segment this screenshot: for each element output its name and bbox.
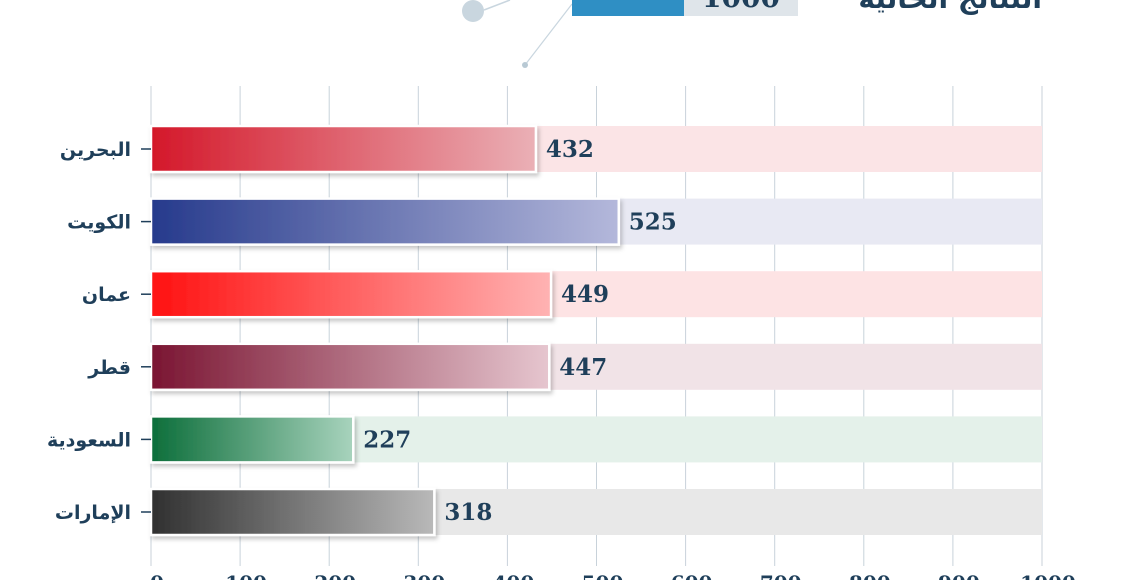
x-tick-label: 600 (671, 571, 713, 580)
decorative-dot-icon (462, 0, 484, 22)
value-label: 432 (546, 136, 594, 163)
bar (149, 487, 436, 537)
x-tick-label: 300 (403, 571, 445, 580)
x-tick-label: 900 (938, 571, 980, 580)
x-tick-label: 0 (150, 571, 164, 580)
bar (149, 124, 538, 174)
bar (149, 269, 553, 319)
header-title: النتائج الحالية (858, 0, 1042, 15)
x-tick-label: 500 (582, 571, 624, 580)
value-label: 449 (561, 281, 609, 308)
category-label: قطر (87, 357, 131, 379)
value-label: 318 (444, 499, 492, 526)
bar (149, 415, 355, 464)
labels: البحرين 432 الكويت 525 عمان 449 قطر 447 السعودية… (47, 136, 677, 526)
bar (149, 197, 621, 246)
category-label: عمان (82, 284, 131, 306)
header-decoration-lines (483, 0, 573, 66)
value-label: 227 (363, 426, 411, 453)
bar (149, 342, 551, 392)
x-tick-label: 400 (493, 571, 535, 580)
category-label: الكويت (67, 212, 131, 234)
header-badge-accent (572, 0, 684, 16)
category-label: البحرين (60, 139, 131, 161)
x-tick-label: 800 (849, 571, 891, 580)
x-tick-label: 200 (314, 571, 356, 580)
x-axis-ticks: 0 100 200 300 400 500 600 700 800 900 1000 (150, 571, 1076, 580)
bars (149, 124, 621, 537)
category-label: السعودية (47, 429, 131, 451)
decorative-dot-small-icon (522, 62, 528, 68)
x-tick-label: 700 (760, 571, 802, 580)
header: 1000 النتائج الحالية (0, 0, 1130, 90)
x-tick-label: 100 (225, 571, 267, 580)
category-label: الإمارات (55, 502, 131, 524)
value-label: 525 (629, 209, 677, 236)
x-tick-label: 1000 (1020, 571, 1076, 580)
value-label: 447 (559, 354, 607, 381)
header-badge-value: 1000 (684, 0, 798, 16)
